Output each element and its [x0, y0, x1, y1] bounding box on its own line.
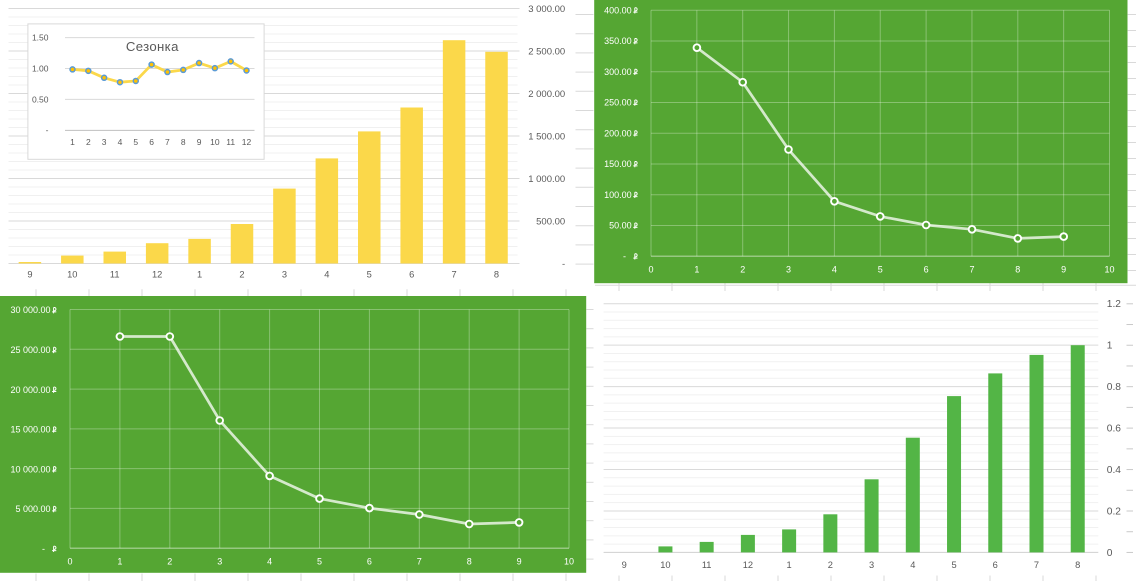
- svg-text:3: 3: [786, 264, 791, 274]
- svg-text:11: 11: [702, 560, 712, 570]
- svg-text:2 500.00: 2 500.00: [528, 46, 565, 57]
- svg-text:1 500.00: 1 500.00: [528, 131, 565, 142]
- svg-text:1.2: 1.2: [1107, 299, 1121, 310]
- svg-text:1.50: 1.50: [32, 33, 49, 43]
- svg-text:2: 2: [740, 264, 745, 274]
- svg-text:9: 9: [517, 557, 522, 567]
- svg-text:9: 9: [622, 560, 627, 570]
- svg-text:30 000.00: 30 000.00: [10, 305, 50, 315]
- svg-text:0.50: 0.50: [32, 94, 49, 104]
- svg-text:6: 6: [924, 264, 929, 274]
- svg-text:7: 7: [969, 264, 974, 274]
- svg-text:12: 12: [743, 560, 753, 570]
- svg-text:9: 9: [27, 270, 32, 280]
- svg-text:7: 7: [165, 137, 170, 147]
- svg-text:5: 5: [951, 560, 956, 570]
- svg-text:10: 10: [564, 557, 574, 567]
- svg-text:12: 12: [242, 137, 252, 147]
- svg-text:9: 9: [1061, 264, 1066, 274]
- svg-text:1 000.00: 1 000.00: [528, 174, 565, 185]
- svg-text:2: 2: [828, 560, 833, 570]
- svg-text:300.00: 300.00: [604, 67, 632, 77]
- svg-text:1: 1: [1107, 341, 1113, 352]
- svg-text:3: 3: [217, 557, 222, 567]
- svg-text:9: 9: [197, 137, 202, 147]
- svg-text:0: 0: [67, 557, 72, 567]
- svg-text:350.00: 350.00: [604, 36, 632, 46]
- svg-text:Сезонка: Сезонка: [126, 39, 179, 54]
- svg-text:10: 10: [660, 560, 670, 570]
- svg-text:-: -: [42, 544, 45, 554]
- svg-text:10: 10: [210, 137, 220, 147]
- svg-text:5 000.00: 5 000.00: [15, 504, 50, 514]
- svg-text:10 000.00: 10 000.00: [10, 464, 50, 474]
- svg-text:20 000.00: 20 000.00: [10, 385, 50, 395]
- svg-text:6: 6: [149, 137, 154, 147]
- svg-text:1: 1: [117, 557, 122, 567]
- svg-text:2 000.00: 2 000.00: [528, 89, 565, 100]
- svg-text:4: 4: [832, 264, 837, 274]
- svg-text:25 000.00: 25 000.00: [10, 345, 50, 355]
- svg-text:7: 7: [417, 557, 422, 567]
- svg-text:10: 10: [1104, 264, 1114, 274]
- svg-text:8: 8: [467, 557, 472, 567]
- svg-text:6: 6: [409, 270, 414, 280]
- svg-text:100.00: 100.00: [604, 190, 632, 200]
- svg-text:250.00: 250.00: [604, 98, 632, 108]
- svg-text:6: 6: [367, 557, 372, 567]
- svg-text:12: 12: [152, 270, 162, 280]
- svg-text:1: 1: [197, 270, 202, 280]
- svg-text:10: 10: [67, 270, 77, 280]
- svg-text:4: 4: [324, 270, 329, 280]
- svg-text:0.8: 0.8: [1107, 382, 1121, 393]
- svg-text:7: 7: [1034, 560, 1039, 570]
- svg-text:1: 1: [70, 137, 75, 147]
- svg-text:2: 2: [167, 557, 172, 567]
- svg-text:8: 8: [494, 270, 499, 280]
- svg-text:500.00: 500.00: [536, 216, 565, 227]
- svg-text:4: 4: [267, 557, 272, 567]
- svg-text:8: 8: [181, 137, 186, 147]
- svg-text:0: 0: [648, 264, 653, 274]
- svg-text:1: 1: [694, 264, 699, 274]
- svg-text:15 000.00: 15 000.00: [10, 425, 50, 435]
- svg-text:11: 11: [226, 137, 235, 147]
- svg-text:50.00: 50.00: [609, 221, 632, 231]
- svg-text:0: 0: [1107, 548, 1113, 559]
- svg-text:3: 3: [282, 270, 287, 280]
- svg-text:5: 5: [878, 264, 883, 274]
- svg-text:0.4: 0.4: [1107, 465, 1121, 476]
- svg-text:1: 1: [787, 560, 792, 570]
- svg-text:-: -: [623, 251, 626, 261]
- svg-text:400.00: 400.00: [604, 5, 632, 15]
- svg-text:8: 8: [1075, 560, 1080, 570]
- svg-text:-: -: [46, 125, 49, 135]
- svg-text:3: 3: [869, 560, 874, 570]
- svg-text:0.6: 0.6: [1107, 424, 1121, 435]
- svg-text:5: 5: [133, 137, 138, 147]
- svg-text:4: 4: [118, 137, 123, 147]
- svg-text:6: 6: [993, 560, 998, 570]
- svg-text:-: -: [562, 259, 565, 270]
- svg-text:150.00: 150.00: [604, 159, 632, 169]
- svg-text:7: 7: [452, 270, 457, 280]
- svg-text:1.00: 1.00: [32, 63, 49, 73]
- svg-text:5: 5: [367, 270, 372, 280]
- svg-text:2: 2: [86, 137, 91, 147]
- svg-text:2: 2: [239, 270, 244, 280]
- svg-text:0.2: 0.2: [1107, 506, 1121, 517]
- svg-text:5: 5: [317, 557, 322, 567]
- svg-text:11: 11: [110, 270, 120, 280]
- svg-text:4: 4: [910, 560, 915, 570]
- svg-text:200.00: 200.00: [604, 128, 632, 138]
- svg-text:3 000.00: 3 000.00: [528, 4, 565, 15]
- svg-text:3: 3: [102, 137, 107, 147]
- svg-text:8: 8: [1015, 264, 1020, 274]
